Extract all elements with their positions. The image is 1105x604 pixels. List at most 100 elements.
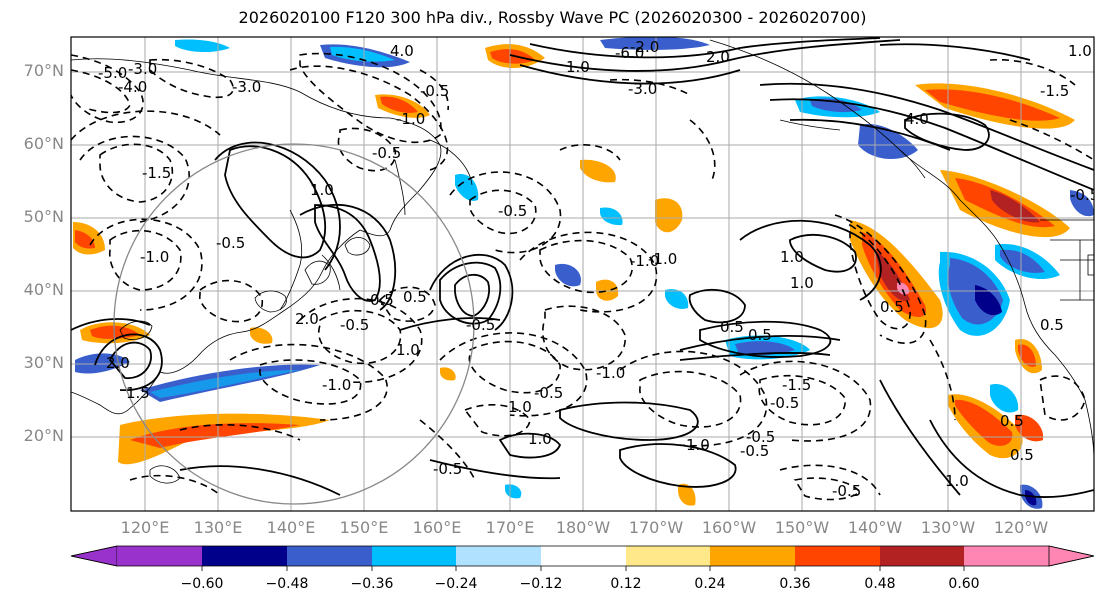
contour-label: 1.0 [396, 341, 420, 359]
contour-label: -0.5 [770, 394, 799, 412]
contour-label: 1.0 [528, 430, 552, 448]
colorbar-tick-label: −0.12 [519, 576, 563, 592]
latitude-label: 50°N [23, 207, 64, 226]
longitude-label: 120°W [993, 518, 1049, 537]
contour-label: -4.0 [118, 78, 147, 96]
colorbar-tick-label: −0.24 [434, 576, 478, 592]
contour-label: -3.0 [232, 78, 261, 96]
colorbar-outline [70, 545, 1095, 567]
contour-label: -3.0 [628, 80, 657, 98]
contour-label: 0.5 [880, 298, 904, 316]
contour-label: 2.0 [295, 310, 319, 328]
colorbar-bin [710, 546, 795, 566]
contour-label: 2.0 [706, 48, 730, 66]
contour-labels: -5.0 -4.0 -3.0 -3.0 -1.5 -1.0 -0.5 -0.5 … [98, 38, 1099, 500]
contour-label: -1.5 [782, 376, 811, 394]
colorbar-tick-label: −0.36 [350, 576, 394, 592]
contour-label: 1.0 [780, 248, 804, 266]
longitude-label: 140°W [847, 518, 903, 537]
contour-label: 1.0 [686, 436, 710, 454]
contour-label: 0.5 [748, 326, 772, 344]
contour-label: -0.5 [216, 234, 245, 252]
contour-label: 0.5 [370, 291, 394, 309]
contour-label: -0.5 [1070, 186, 1099, 204]
latitude-label: 70°N [23, 61, 64, 80]
contour-label: -1.0 [648, 250, 677, 268]
colorbar-bin [541, 546, 626, 566]
contour-label: -0.5 [740, 442, 769, 460]
contour-label: -2.0 [630, 38, 659, 56]
contour-label: -0.5 [372, 144, 401, 162]
contour-label: -6.0 [615, 44, 644, 62]
colorbar-tick-label: 0.12 [610, 576, 642, 592]
colorbar-tick-label: 0.36 [779, 576, 811, 592]
longitude-label: 180°W [555, 518, 611, 537]
colorbar-tick-label: 0.24 [694, 576, 726, 592]
contour-label: 2.0 [106, 354, 130, 372]
contour-label: -0.5 [534, 384, 563, 402]
map-plot-area: -5.0 -4.0 -3.0 -3.0 -1.5 -1.0 -0.5 -0.5 … [71, 37, 1099, 511]
colorbar-tick-label: −0.48 [265, 576, 309, 592]
colorbar-bin [964, 546, 1049, 566]
contour-label: -0.5 [466, 316, 495, 334]
contour-label: -0.5 [498, 202, 527, 220]
colorbar [70, 545, 1095, 571]
colorbar-under-arrow [70, 545, 118, 567]
colorbar-bin [880, 546, 964, 566]
map-frame [70, 36, 1095, 512]
contour-label: 0.5 [403, 288, 427, 306]
contour-label: 4.0 [390, 42, 414, 60]
colorbar-bin [456, 546, 541, 566]
contour-label: -1.0 [322, 376, 351, 394]
longitude-label: 170°E [485, 518, 535, 537]
longitude-label: 130°W [920, 518, 976, 537]
contour-label: 4.0 [905, 110, 929, 128]
latitude-label: 20°N [23, 426, 64, 445]
contour-label: -1.0 [596, 364, 625, 382]
contour-label: -5.0 [98, 64, 127, 82]
contour-label: -0.5 [420, 82, 449, 100]
contour-label: 0.5 [1040, 316, 1064, 334]
colorbar-bin [117, 546, 202, 566]
contour-label: -0.5 [746, 428, 775, 446]
contour-label: -1.5 [1040, 82, 1069, 100]
latitude-label: 30°N [23, 353, 64, 372]
negative-contours [71, 52, 1094, 501]
contour-label: 0.5 [1010, 446, 1034, 464]
longitude-label: 170°W [628, 518, 684, 537]
colorbar-bin [372, 546, 456, 566]
contour-label: -0.5 [433, 460, 462, 478]
contour-label: -1.0 [140, 248, 169, 266]
contour-label: -1.0 [630, 252, 659, 270]
latitude-label: 40°N [23, 280, 64, 299]
contour-label: 0.5 [720, 318, 744, 336]
contour-label: 1.0 [1068, 42, 1092, 60]
contour-label: -1.5 [142, 164, 171, 182]
longitude-label: 140°E [266, 518, 316, 537]
longitude-label: 120°E [120, 518, 170, 537]
colorbar-tick-label: 0.60 [948, 576, 980, 592]
contour-label: -1.0 [396, 110, 425, 128]
longitude-label: 160°W [701, 518, 757, 537]
contour-label: 1.5 [126, 384, 150, 402]
contour-label: 0.5 [1000, 412, 1024, 430]
contour-label: -0.5 [340, 316, 369, 334]
contour-label: 1.0 [945, 472, 969, 490]
colorbar-bin [202, 546, 287, 566]
forecast-radius-circle [113, 143, 475, 505]
contour-label: 1.0 [566, 58, 590, 76]
longitude-label: 150°E [339, 518, 389, 537]
longitude-label: 150°W [774, 518, 830, 537]
colorbar-bin [626, 546, 710, 566]
latitude-label: 60°N [23, 134, 64, 153]
contour-label: 1.0 [310, 181, 334, 199]
graticule [71, 37, 1094, 511]
contour-label: 1.0 [508, 398, 532, 416]
contour-label: -3.0 [128, 60, 157, 78]
colorbar-over-arrow [1048, 545, 1095, 567]
longitude-label: 130°E [193, 518, 243, 537]
contour-label: -0.5 [832, 482, 861, 500]
colorbar-tick-label: 0.48 [864, 576, 896, 592]
coastlines [71, 39, 1094, 484]
